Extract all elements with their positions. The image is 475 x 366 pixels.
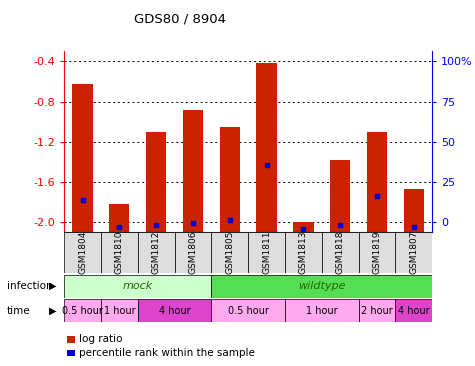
Bar bbox=[359, 232, 395, 273]
Text: GSM1813: GSM1813 bbox=[299, 231, 308, 274]
Text: ▶: ▶ bbox=[48, 306, 56, 316]
Text: GDS80 / 8904: GDS80 / 8904 bbox=[134, 13, 227, 26]
Bar bbox=[211, 299, 285, 322]
Bar bbox=[211, 274, 432, 298]
Bar bbox=[146, 132, 166, 232]
Text: 0.5 hour: 0.5 hour bbox=[228, 306, 269, 315]
Text: ▶: ▶ bbox=[48, 281, 56, 291]
Text: 4 hour: 4 hour bbox=[398, 306, 430, 315]
Bar bbox=[285, 299, 359, 322]
Text: 1 hour: 1 hour bbox=[104, 306, 135, 315]
Text: 0.5 hour: 0.5 hour bbox=[62, 306, 103, 315]
Bar bbox=[72, 85, 93, 232]
Bar bbox=[293, 222, 314, 232]
Text: infection: infection bbox=[7, 281, 53, 291]
Bar bbox=[367, 132, 387, 232]
Bar bbox=[138, 299, 211, 322]
Text: percentile rank within the sample: percentile rank within the sample bbox=[79, 348, 255, 358]
Bar bbox=[211, 232, 248, 273]
Bar bbox=[395, 299, 432, 322]
Text: GSM1810: GSM1810 bbox=[115, 231, 124, 274]
Text: 1 hour: 1 hour bbox=[306, 306, 338, 315]
Bar bbox=[64, 232, 101, 273]
Bar bbox=[64, 299, 101, 322]
Bar bbox=[64, 274, 211, 298]
Bar bbox=[248, 232, 285, 273]
Bar bbox=[285, 232, 322, 273]
Text: GSM1805: GSM1805 bbox=[225, 231, 234, 274]
Bar bbox=[330, 160, 351, 232]
Text: GSM1811: GSM1811 bbox=[262, 231, 271, 274]
Text: GSM1812: GSM1812 bbox=[152, 231, 161, 274]
Bar bbox=[219, 127, 240, 232]
Text: 2 hour: 2 hour bbox=[361, 306, 393, 315]
Text: log ratio: log ratio bbox=[79, 334, 123, 344]
Text: GSM1804: GSM1804 bbox=[78, 231, 87, 274]
Text: time: time bbox=[7, 306, 31, 316]
Text: GSM1806: GSM1806 bbox=[189, 231, 198, 274]
Bar bbox=[101, 299, 138, 322]
Text: wildtype: wildtype bbox=[298, 281, 346, 291]
Bar bbox=[138, 232, 175, 273]
Bar bbox=[404, 189, 424, 232]
Text: GSM1818: GSM1818 bbox=[336, 231, 345, 274]
Text: GSM1819: GSM1819 bbox=[372, 231, 381, 274]
Bar bbox=[109, 204, 130, 232]
Bar bbox=[101, 232, 138, 273]
Bar bbox=[183, 110, 203, 232]
Bar bbox=[256, 63, 277, 232]
Text: GSM1807: GSM1807 bbox=[409, 231, 418, 274]
Bar bbox=[175, 232, 211, 273]
Bar bbox=[322, 232, 359, 273]
Bar bbox=[395, 232, 432, 273]
Bar bbox=[359, 299, 395, 322]
Text: 4 hour: 4 hour bbox=[159, 306, 190, 315]
Text: mock: mock bbox=[123, 281, 153, 291]
